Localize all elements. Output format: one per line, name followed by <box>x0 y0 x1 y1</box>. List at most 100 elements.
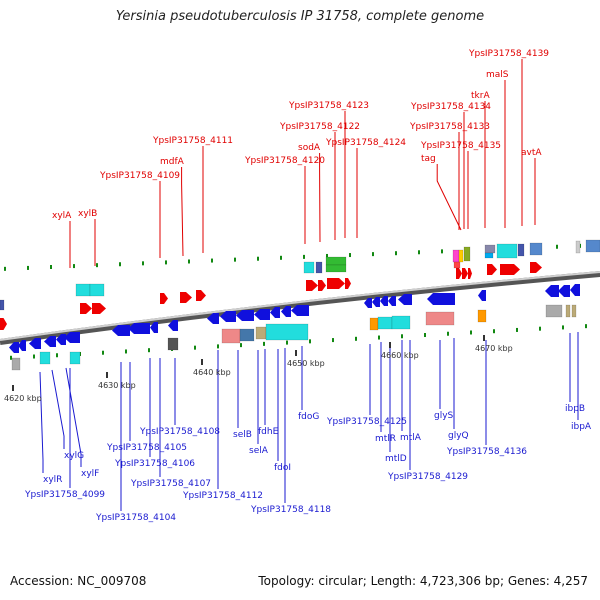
gene-feature-box <box>11 357 21 371</box>
reverse-gene-arrow <box>398 294 412 305</box>
gene-feature-box <box>585 239 600 253</box>
gene-feature-box <box>565 304 571 318</box>
reverse-gene-arrow <box>18 340 26 351</box>
scale-tick <box>125 349 127 354</box>
reverse-gene-arrow <box>56 334 66 345</box>
scale-major-tick <box>389 342 391 348</box>
forward-gene-arrow <box>160 293 168 304</box>
reverse-gene-arrow <box>220 311 236 322</box>
gene-feature-box <box>39 351 51 365</box>
forward-gene-label: xylB <box>78 209 97 219</box>
gene-feature-box <box>369 317 379 331</box>
forward-gene-arrow <box>196 290 206 301</box>
gene-feature-box <box>571 304 577 318</box>
gene-feature-box <box>89 283 105 297</box>
forward-gene-arrow <box>318 280 326 291</box>
forward-gene-label: YpsIP31758_4123 <box>288 101 369 111</box>
reverse-gene-arrow <box>168 320 178 331</box>
forward-gene-label: YpsIP31758_4120 <box>244 156 325 166</box>
scale-label: 4660 kbp <box>381 351 419 360</box>
scale-tick <box>234 257 236 262</box>
forward-gene-label: YpsIP31758_4135 <box>420 141 501 151</box>
scale-tick <box>96 263 98 268</box>
gene-feature-box <box>575 240 581 254</box>
gene-feature-box <box>545 304 563 318</box>
reverse-gene-arrow <box>150 322 158 333</box>
scale-tick <box>539 326 541 331</box>
scale-tick <box>516 327 518 332</box>
scale-major-tick <box>12 385 14 391</box>
forward-gene-arrow <box>456 268 462 279</box>
forward-gene-arrow <box>80 303 92 314</box>
gene-feature-box <box>463 246 471 262</box>
forward-gene-label: malS <box>486 70 509 80</box>
reverse-gene-arrow <box>236 310 254 321</box>
genome-title: Yersinia pseudotuberculosis IP 31758, co… <box>115 9 485 24</box>
reverse-gene-label: mtlA <box>400 433 422 443</box>
reverse-gene-arrow <box>112 325 130 336</box>
scale-tick <box>188 259 190 264</box>
reverse-gene-arrow <box>558 285 570 297</box>
scale-label: 4650 kbp <box>287 359 325 368</box>
scale-tick <box>332 338 334 343</box>
scale-tick <box>4 266 6 271</box>
scale-tick <box>165 260 167 265</box>
forward-gene-arrow <box>462 268 468 279</box>
reverse-gene-label: glyQ <box>448 431 469 441</box>
gene-feature-box <box>75 283 91 297</box>
scale-major-tick <box>295 350 297 356</box>
gene-feature-box <box>221 328 241 344</box>
scale-tick <box>395 251 397 256</box>
scale-tick <box>27 265 29 270</box>
reverse-gene-arrow <box>427 293 455 305</box>
reverse-gene-label: YpsIP31758_4108 <box>139 427 220 437</box>
reverse-gene-arrow <box>254 309 270 320</box>
reverse-gene-label: YpsIP31758_4112 <box>182 491 263 501</box>
scale-tick <box>355 336 357 341</box>
scale-tick <box>73 264 75 269</box>
reverse-gene-arrow <box>364 298 372 308</box>
scale-label: 4640 kbp <box>193 368 231 377</box>
gene-feature-box <box>0 299 5 311</box>
scale-tick <box>326 253 328 258</box>
scale-label: 4620 kbp <box>4 394 42 403</box>
gene-feature-box <box>325 256 347 266</box>
reverse-gene-arrow <box>207 313 219 324</box>
scale-tick <box>280 255 282 260</box>
forward-gene-arrow <box>500 264 520 275</box>
scale-tick <box>309 339 311 344</box>
scale-major-tick <box>201 359 203 365</box>
forward-gene-arrow <box>180 292 192 303</box>
scale-tick <box>424 333 426 338</box>
scale-tick <box>401 334 403 339</box>
reverse-gene-label: xylG <box>64 451 84 461</box>
scale-tick <box>263 341 265 346</box>
reverse-gene-label: YpsIP31758_4129 <box>387 472 468 482</box>
forward-gene-label: tkrA <box>471 91 490 101</box>
genome-stats-label: Topology: circular; Length: 4,723,306 bp… <box>258 574 588 588</box>
reverse-gene-label: xylR <box>43 475 62 485</box>
forward-gene-label: YpsIP31758_4122 <box>279 122 360 132</box>
forward-gene-label: sodA <box>298 143 321 153</box>
forward-gene-arrow <box>0 318 7 330</box>
reverse-gene-label: xylF <box>81 469 99 479</box>
scale-label: 4670 kbp <box>475 344 513 353</box>
scale-tick <box>349 253 351 258</box>
scale-tick <box>286 340 288 345</box>
gene-feature-box <box>315 261 323 274</box>
reverse-gene-label: mtlR <box>375 434 396 444</box>
forward-label-line <box>436 164 462 231</box>
forward-gene-label: YpsIP31758_4134 <box>410 102 491 112</box>
reverse-gene-arrow <box>291 305 309 316</box>
reverse-gene-label: YpsIP31758_4105 <box>106 443 187 453</box>
genome-backbone-highlight <box>0 271 600 341</box>
forward-gene-label: YpsIP31758_4133 <box>409 122 490 132</box>
scale-tick <box>257 256 259 261</box>
forward-label-line <box>181 167 184 257</box>
forward-gene-label: YpsIP31758_4124 <box>325 138 406 148</box>
reverse-label-line <box>51 369 65 449</box>
reverse-gene-arrow <box>64 332 80 343</box>
scale-tick <box>142 261 144 266</box>
scale-tick <box>441 249 443 254</box>
